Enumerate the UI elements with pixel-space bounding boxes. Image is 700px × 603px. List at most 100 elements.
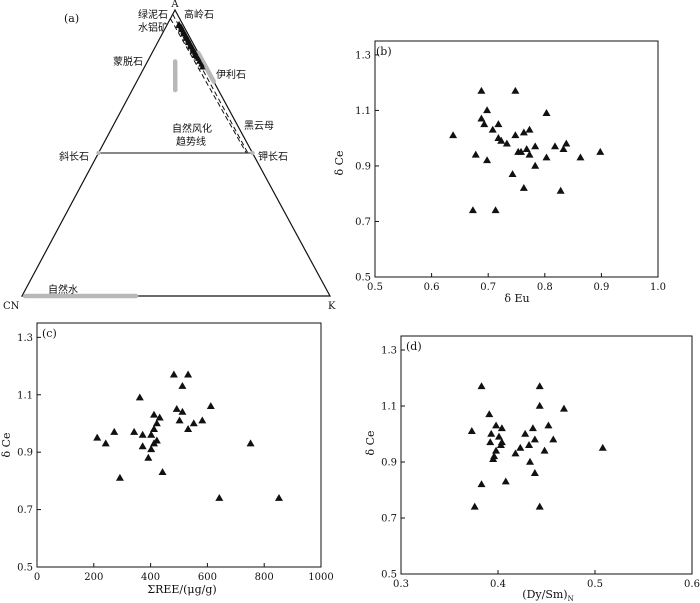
data-point-b bbox=[477, 86, 486, 94]
data-point-b bbox=[502, 139, 511, 147]
panel-label-c: (c) bbox=[42, 327, 57, 340]
mineral-label-gibbsite: 水铝矿 bbox=[138, 21, 168, 34]
x-tick-label-b: 0.8 bbox=[537, 282, 553, 293]
vertex-label-k: K bbox=[328, 301, 336, 312]
data-point-d bbox=[544, 421, 553, 429]
x-axis-label-c: ΣREE/(μg/g) bbox=[147, 583, 216, 596]
data-point-c bbox=[246, 439, 255, 447]
data-point-d bbox=[485, 410, 494, 418]
mineral-label-plagioclase: 斜长石 bbox=[59, 150, 89, 163]
y-tick-label-c: 0.5 bbox=[17, 563, 33, 574]
y-tick-label-c: 1.3 bbox=[17, 333, 33, 344]
y-tick-label-b: 1.1 bbox=[355, 106, 371, 117]
data-point-b bbox=[576, 153, 585, 161]
trend-label-line1: 自然风化 bbox=[172, 122, 212, 135]
data-point-b bbox=[556, 186, 565, 194]
x-tick-label-d: 0.6 bbox=[684, 579, 700, 590]
scatter-plot-d: (d) (Dy/Sm)N δ Ce 0.3 0.4 0.5 0.6 0.5 0.7 0.9 1… bbox=[364, 335, 700, 603]
x-tick-label-c: 1000 bbox=[308, 572, 333, 583]
data-point-b bbox=[483, 156, 492, 164]
vertex-label-cn: CN bbox=[3, 301, 20, 312]
data-point-d bbox=[528, 424, 537, 432]
x-axis-label-b: δ Eu bbox=[504, 292, 529, 305]
data-point-c bbox=[172, 404, 181, 412]
data-point-b bbox=[488, 125, 497, 133]
data-point-c bbox=[115, 473, 124, 481]
ternary-points bbox=[175, 20, 206, 70]
mineral-label-biotite: 黑云母 bbox=[244, 120, 274, 132]
data-point-c bbox=[110, 427, 119, 435]
data-point-d bbox=[492, 421, 501, 429]
data-point-c bbox=[175, 416, 184, 424]
ternary-plot-a: (a) A CN K 绿泥石 水铝矿 高岭石 蒙脱石 伊利石 黑云母 斜长石 钾… bbox=[3, 0, 336, 312]
data-point-b bbox=[542, 153, 551, 161]
data-point-d bbox=[467, 427, 476, 434]
data-point-c bbox=[147, 445, 156, 453]
y-axis-label-b: δ Ce bbox=[333, 150, 346, 175]
data-point-c bbox=[138, 430, 147, 438]
data-point-b bbox=[491, 206, 500, 214]
ternary-point bbox=[199, 63, 206, 70]
data-point-d bbox=[477, 480, 486, 488]
x-tick-label-c: 400 bbox=[141, 572, 160, 583]
data-point-b bbox=[508, 170, 517, 178]
y-tick-label-b: 0.5 bbox=[355, 273, 371, 284]
data-point-b bbox=[494, 120, 503, 128]
mineral-label-chlorite: 绿泥石 bbox=[138, 8, 168, 21]
data-point-b bbox=[477, 114, 486, 122]
data-point-d bbox=[511, 449, 520, 457]
data-point-c bbox=[206, 402, 215, 410]
data-point-d bbox=[559, 404, 568, 412]
x-tick-label-c: 0 bbox=[34, 572, 40, 583]
data-point-d bbox=[535, 401, 544, 409]
data-point-c bbox=[138, 442, 147, 450]
data-point-d bbox=[486, 438, 495, 446]
data-point-b bbox=[519, 183, 528, 191]
y-tick-label-b: 1.3 bbox=[355, 50, 371, 61]
panel-label-b: (b) bbox=[376, 45, 392, 58]
x-tick-label-c: 800 bbox=[255, 572, 274, 583]
plot-frame-b bbox=[374, 40, 659, 278]
data-point-c bbox=[184, 425, 193, 432]
data-point-c bbox=[135, 393, 144, 401]
x-axis-label-d-main: (Dy/Sm) bbox=[522, 588, 567, 601]
x-tick-label-b: 0.9 bbox=[593, 282, 609, 293]
data-point-b bbox=[517, 147, 526, 155]
plot-frame-c bbox=[36, 322, 322, 568]
y-tick-label-c: 1.1 bbox=[17, 390, 33, 401]
x-tick-label-d: 0.3 bbox=[393, 579, 409, 590]
mineral-label-illite: 伊利石 bbox=[216, 69, 246, 81]
y-tick-label-d: 1.3 bbox=[381, 346, 397, 357]
scatter-plot-b: (b) δ Eu δ Ce 0.5 0.6 0.7 0.8 0.9 1.0 0.5 0.7 0.… bbox=[333, 40, 666, 305]
panel-label-d: (d) bbox=[406, 340, 422, 353]
y-tick-label-d: 0.5 bbox=[381, 570, 397, 581]
data-point-b bbox=[511, 86, 520, 94]
data-point-d bbox=[549, 435, 558, 443]
data-point-d bbox=[490, 452, 499, 460]
scatter-plot-c: (c) ΣREE/(μg/g) δ Ce 0 200 400 600 800 1000 0.… bbox=[0, 322, 334, 596]
x-axis-label-d-subscript: N bbox=[568, 595, 574, 603]
y-tick-label-d: 0.7 bbox=[381, 514, 397, 525]
data-point-d bbox=[530, 435, 539, 443]
y-tick-label-c: 0.7 bbox=[17, 505, 33, 516]
y-axis-label-d: δ Ce bbox=[364, 430, 377, 455]
data-point-c bbox=[101, 439, 110, 447]
data-point-d bbox=[516, 443, 525, 451]
y-tick-label-b: 0.7 bbox=[355, 217, 371, 228]
data-point-c bbox=[152, 419, 161, 427]
data-point-d bbox=[535, 502, 544, 510]
plot-frame-d bbox=[400, 335, 693, 575]
data-point-c bbox=[93, 433, 102, 441]
x-tick-label-b: 1.0 bbox=[650, 282, 666, 293]
mineral-label-kaolinite: 高岭石 bbox=[184, 8, 214, 21]
data-point-b bbox=[511, 131, 520, 139]
y-tick-label-d: 0.9 bbox=[381, 458, 397, 469]
mineral-label-montmorillonite: 蒙脱石 bbox=[113, 55, 143, 68]
data-point-d bbox=[494, 432, 503, 440]
data-point-c bbox=[189, 419, 198, 427]
data-point-b bbox=[497, 136, 506, 144]
trend-label-line2: 趋势线 bbox=[176, 135, 206, 148]
data-point-c bbox=[155, 413, 164, 421]
data-point-b bbox=[519, 128, 528, 136]
